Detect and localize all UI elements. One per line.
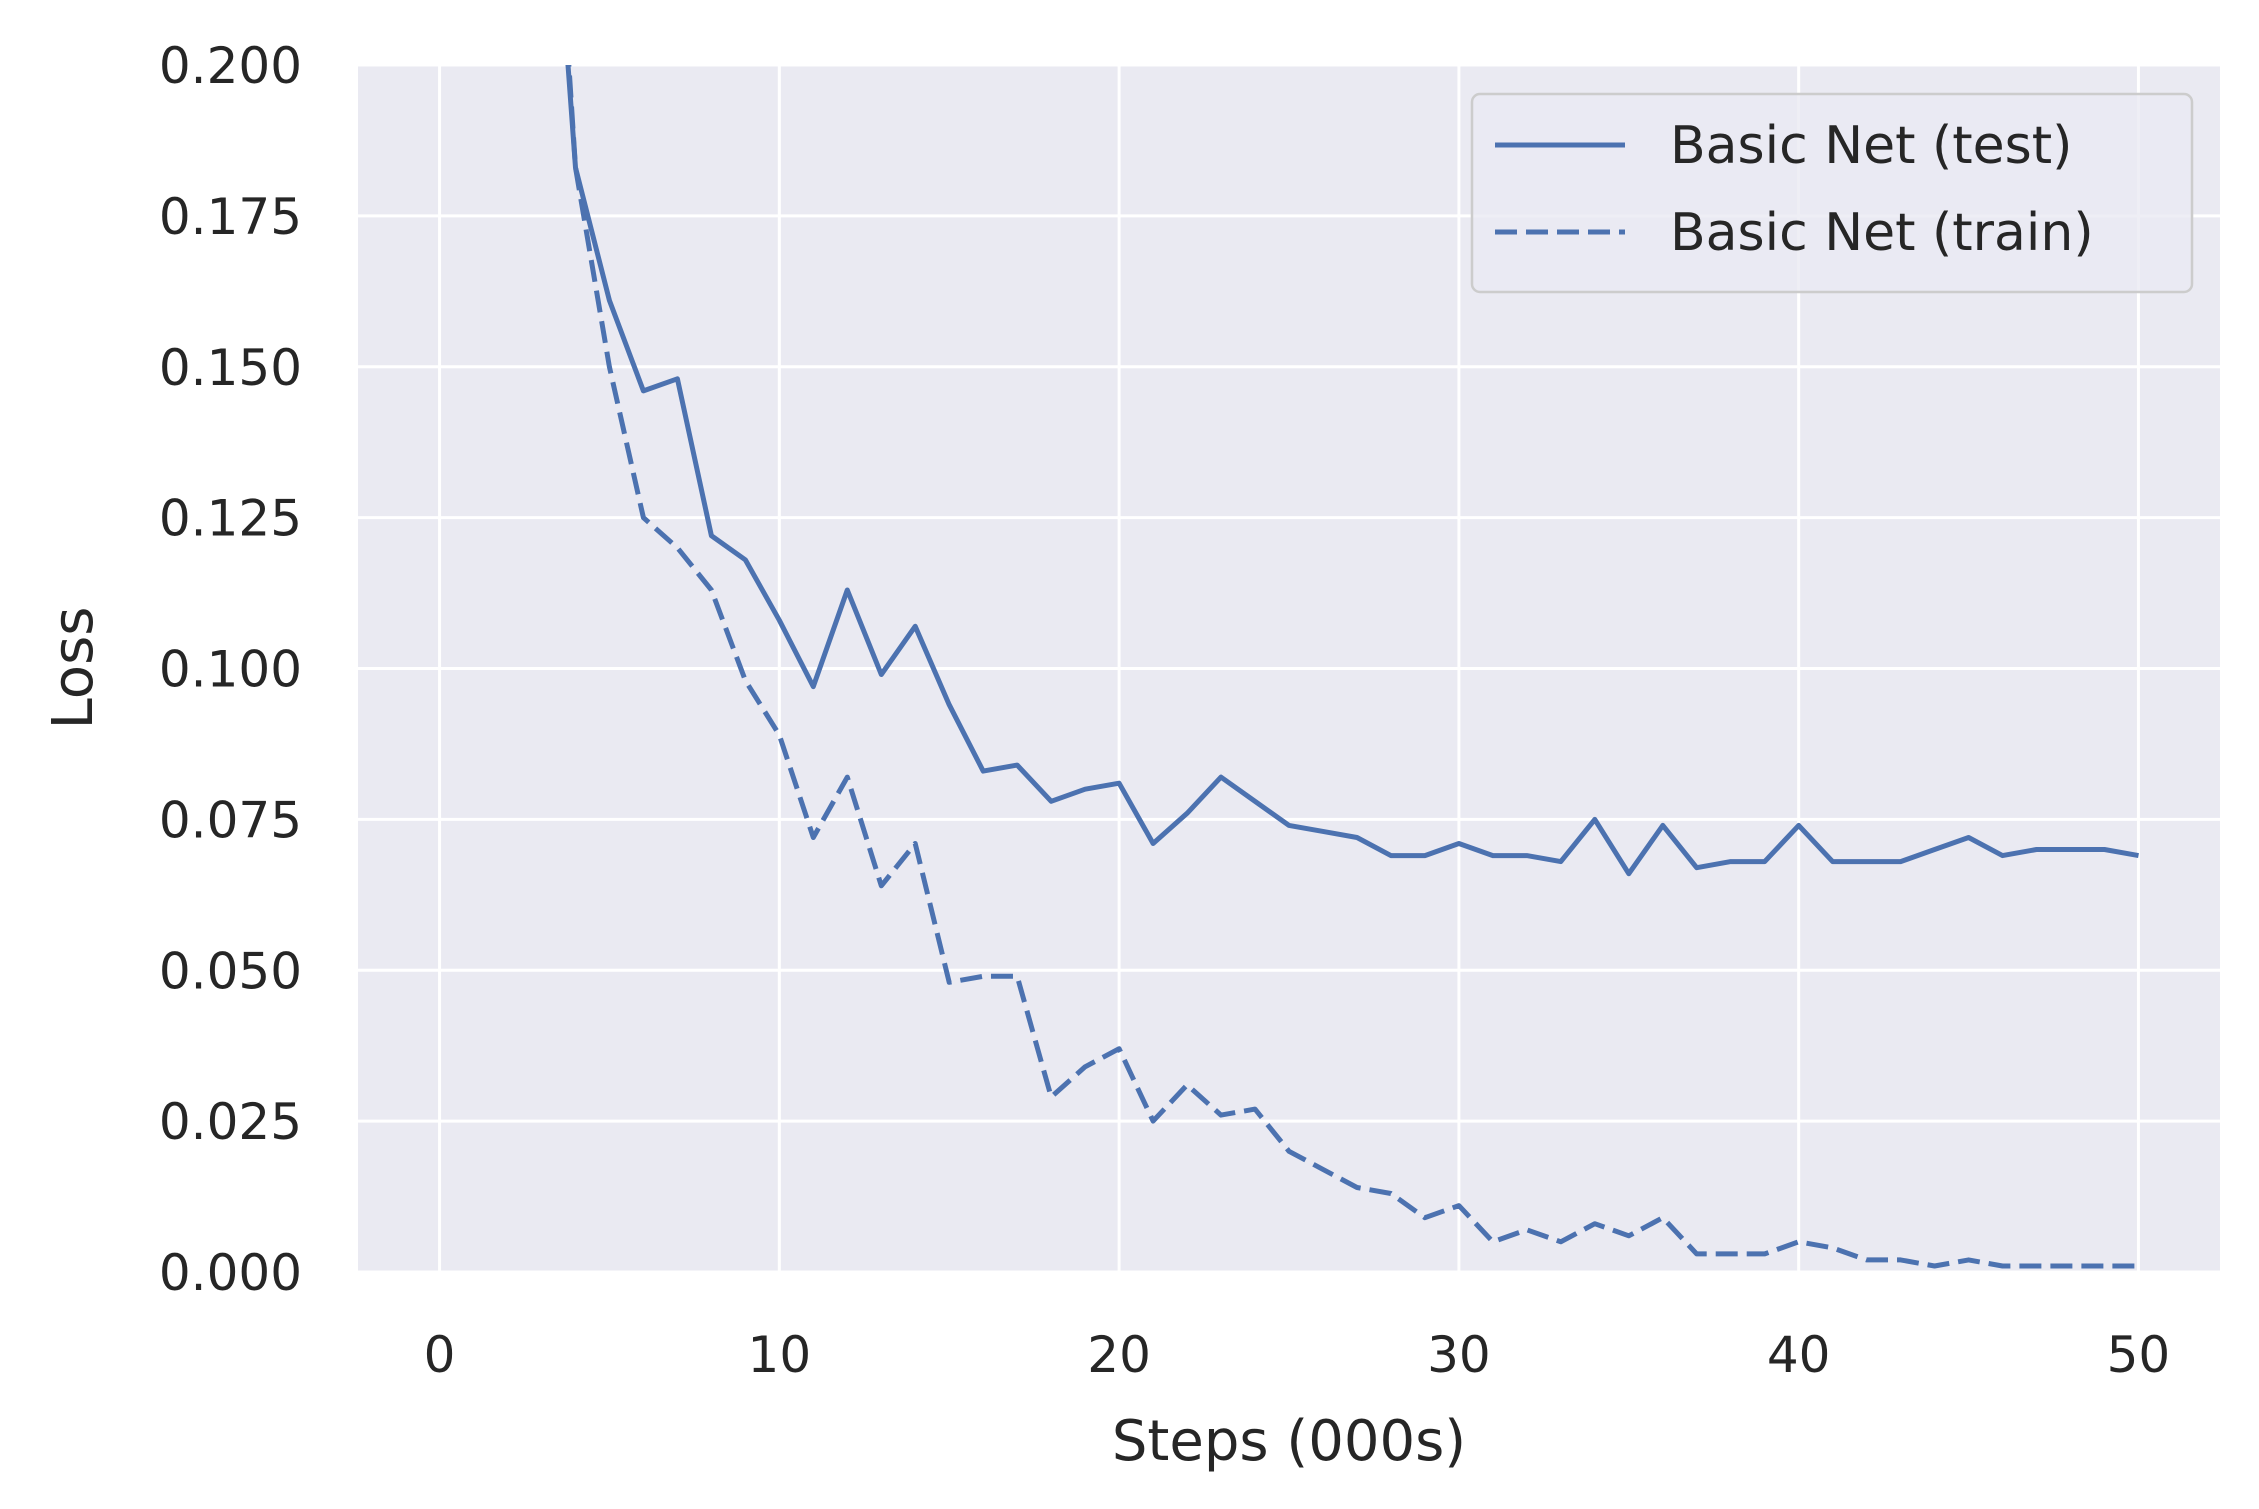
legend-label-train: Basic Net (train) [1670,203,2094,263]
series-line-train [566,65,2139,1269]
x-tick-label: 0 [424,1326,456,1384]
y-tick-label: 0.125 [159,490,302,548]
y-tick-labels: 0.000 0.025 0.050 0.075 0.100 0.125 0.150 0.175… [159,37,302,1302]
x-axis-title: Steps (000s) [1112,1409,1466,1474]
y-tick-label: 0.075 [159,791,302,849]
legend-box [1470,92,2194,294]
x-tick-label: 50 [2107,1326,2171,1384]
y-tick-label: 0.150 [159,339,302,397]
y-tick-label: 0.000 [159,1244,302,1302]
x-tick-label: 10 [748,1326,812,1384]
legend-label-test: Basic Net (test) [1670,116,2072,176]
series-layer [565,65,2139,1269]
y-axis-title: Loss [41,607,106,730]
y-tick-label: 0.100 [159,641,302,699]
x-tick-label: 30 [1427,1326,1491,1384]
y-tick-label: 0.200 [159,37,302,95]
y-tick-label: 0.050 [159,942,302,1000]
legend: Basic Net (test) Basic Net (train) [1470,92,2194,294]
y-tick-label: 0.025 [159,1093,302,1151]
x-tick-labels: 0 10 20 30 40 50 [424,1326,2171,1384]
y-tick-label: 0.175 [159,188,302,246]
grid-lines [358,63,2220,1274]
x-tick-label: 20 [1087,1326,1151,1384]
series-line-test [565,65,2139,877]
x-tick-label: 40 [1767,1326,1831,1384]
